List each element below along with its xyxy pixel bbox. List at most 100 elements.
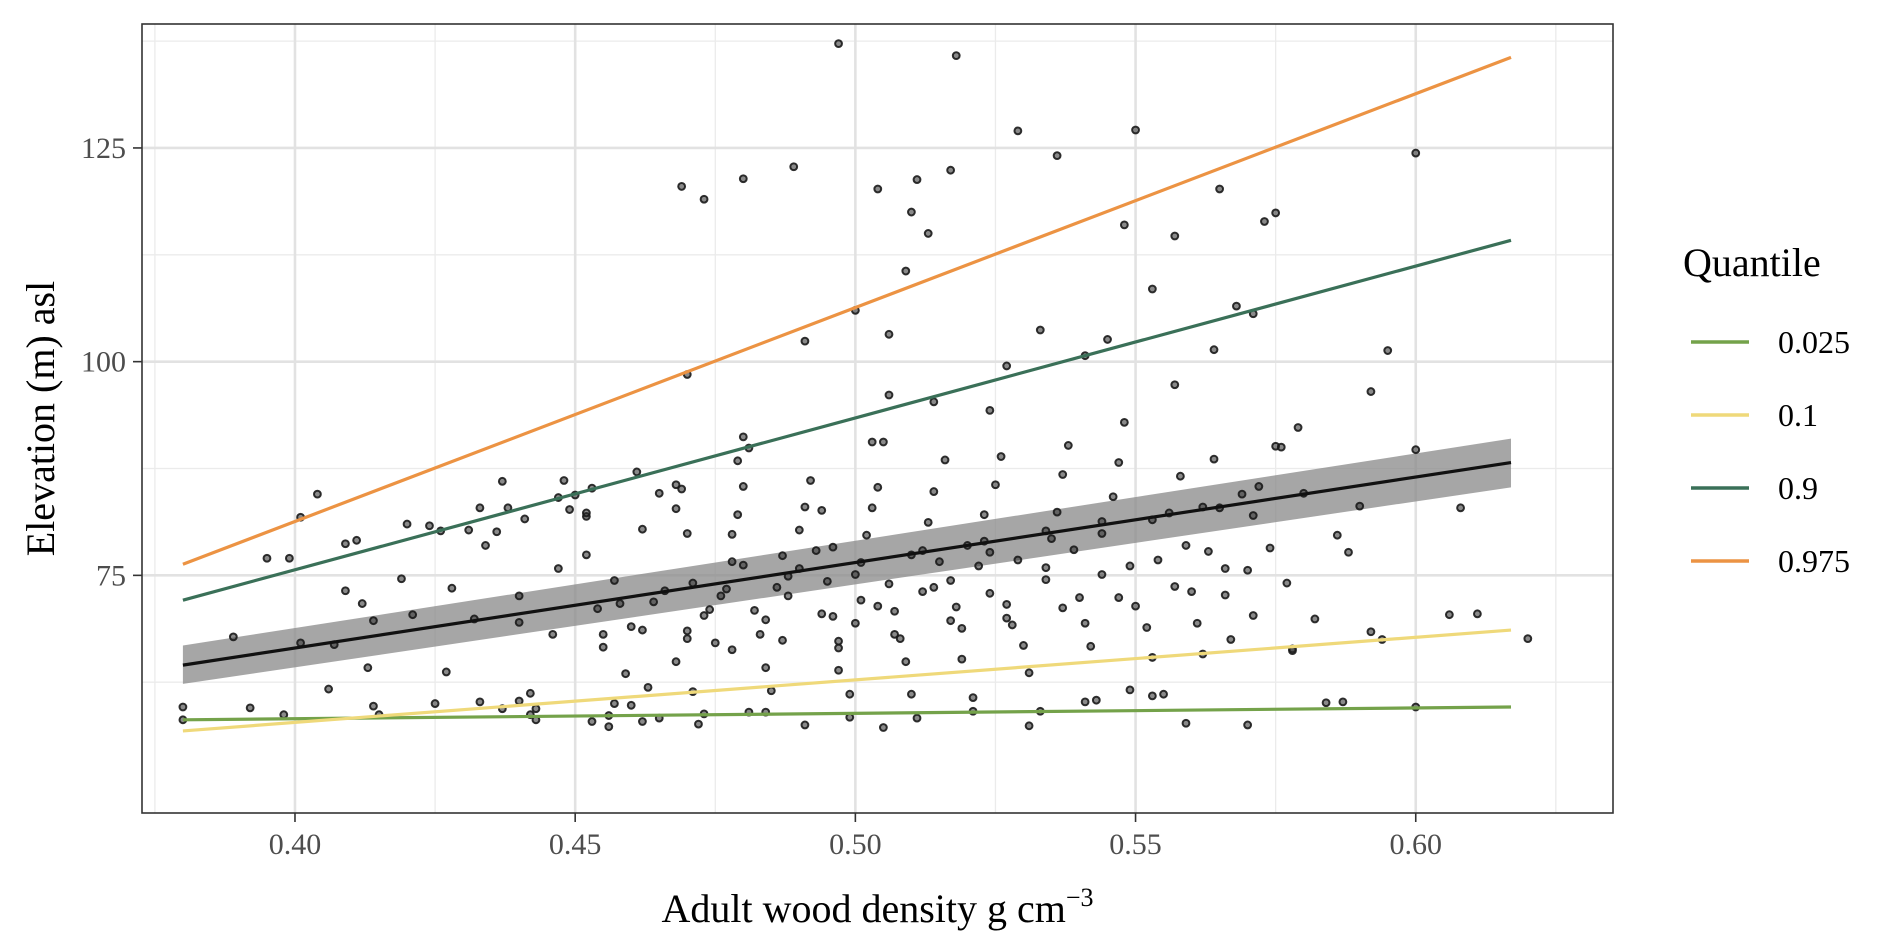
data-point — [598, 629, 608, 639]
data-point — [738, 560, 748, 570]
data-point — [828, 542, 838, 552]
data-point — [1002, 361, 1012, 371]
data-point — [901, 657, 911, 667]
data-point — [1041, 563, 1051, 573]
data-point — [1035, 325, 1045, 335]
data-point — [929, 397, 939, 407]
data-point — [1293, 423, 1303, 432]
data-point — [1119, 417, 1129, 427]
data-point — [912, 175, 922, 184]
data-point — [626, 622, 636, 632]
data-point — [907, 207, 916, 217]
data-point — [940, 455, 950, 465]
data-point — [1125, 685, 1135, 695]
data-point — [682, 626, 692, 636]
plot-panel-border — [141, 23, 1614, 814]
data-point — [946, 576, 956, 585]
data-point — [1209, 345, 1219, 355]
data-point — [1086, 641, 1096, 651]
data-point — [475, 697, 485, 707]
data-point — [1125, 561, 1135, 571]
data-point — [772, 582, 782, 592]
regression-line — [182, 460, 1512, 667]
data-point — [531, 704, 541, 714]
data-point — [324, 684, 334, 694]
data-point — [761, 663, 771, 673]
data-point — [514, 591, 524, 601]
data-point — [1142, 623, 1152, 632]
data-point — [985, 547, 995, 557]
data-point — [1181, 718, 1191, 728]
data-point — [1153, 555, 1163, 565]
data-point — [884, 390, 894, 400]
data-point — [1204, 547, 1213, 556]
legend-label-0.025: 0.025 — [1778, 324, 1850, 360]
data-point — [834, 643, 843, 653]
data-point — [800, 502, 810, 512]
data-point — [1024, 668, 1034, 678]
data-point — [806, 476, 815, 485]
data-point — [1220, 564, 1230, 573]
x-tick-label: 0.60 — [1389, 828, 1442, 861]
data-point — [923, 229, 933, 238]
data-point — [957, 623, 967, 633]
data-point — [402, 519, 412, 529]
legend: Quantile 0.025 0.1 0.9 0.975 — [1683, 240, 1850, 579]
data-point — [581, 508, 591, 518]
data-point — [778, 635, 787, 645]
data-point — [884, 329, 894, 339]
data-point — [1170, 582, 1180, 591]
data-point — [991, 480, 1000, 490]
data-point — [1243, 720, 1253, 730]
data-point — [1052, 507, 1062, 517]
axes: 0.40 0.45 0.50 0.55 0.60 75 100 125 — [81, 132, 1442, 861]
legend-label-0.975: 0.975 — [1778, 543, 1850, 579]
data-point — [649, 597, 659, 607]
data-point — [699, 611, 709, 620]
data-point — [1114, 593, 1124, 602]
data-point — [178, 702, 188, 712]
data-point — [850, 570, 860, 579]
data-point — [705, 605, 715, 614]
data-point — [985, 588, 995, 598]
data-point — [918, 587, 928, 597]
data-point — [638, 625, 647, 635]
data-point — [817, 609, 827, 619]
data-point — [1248, 511, 1258, 520]
data-point — [1069, 545, 1079, 555]
data-point — [430, 699, 440, 708]
data-point — [1147, 691, 1157, 701]
data-point — [1108, 492, 1118, 502]
data-point — [957, 654, 967, 664]
data-point — [1114, 458, 1124, 467]
data-point — [800, 720, 810, 730]
data-point — [1411, 148, 1421, 158]
data-point — [598, 642, 608, 652]
data-point — [878, 437, 888, 447]
data-point — [447, 583, 457, 593]
data-point — [699, 194, 709, 204]
data-point — [1472, 609, 1482, 619]
data-point — [262, 553, 272, 563]
data-point — [553, 564, 563, 573]
data-point — [761, 615, 771, 625]
data-point — [834, 39, 843, 49]
data-point — [996, 452, 1006, 461]
data-point — [1276, 442, 1286, 452]
data-point — [867, 503, 877, 513]
x-tick-label: 0.45 — [549, 828, 602, 861]
data-point — [610, 576, 619, 585]
data-point — [587, 717, 597, 726]
data-point — [1523, 634, 1533, 644]
data-point — [822, 576, 832, 586]
data-point — [369, 701, 378, 711]
data-point — [1002, 613, 1012, 623]
data-point — [682, 634, 692, 644]
data-point — [565, 505, 574, 514]
data-point — [907, 689, 916, 699]
data-point — [901, 266, 911, 276]
data-point — [514, 617, 524, 627]
data-point — [514, 696, 524, 706]
data-point — [738, 432, 748, 442]
